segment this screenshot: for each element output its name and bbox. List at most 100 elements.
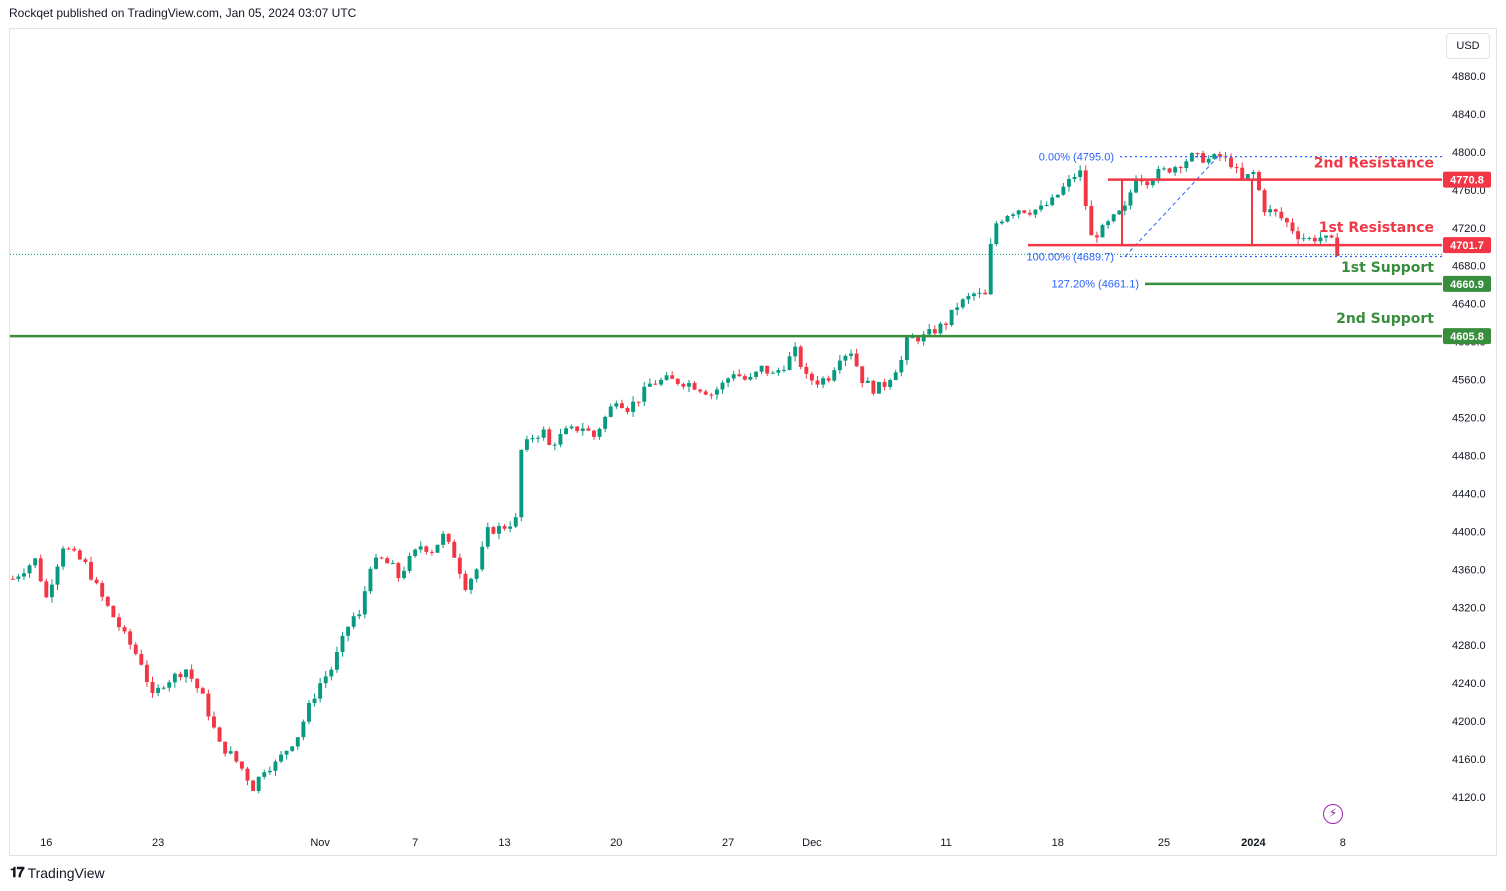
time-tick-label: 23	[152, 837, 164, 849]
candle-body	[949, 309, 954, 326]
candle-body	[787, 356, 792, 370]
time-tick-label: 18	[1052, 837, 1064, 849]
candle-body	[1201, 153, 1206, 163]
candle-body	[1033, 209, 1038, 215]
time-tick-label: 8	[1340, 837, 1346, 849]
candle-body	[1296, 231, 1301, 240]
candle-body	[1156, 168, 1161, 181]
candle-body	[1245, 174, 1250, 179]
candle-body	[675, 378, 680, 384]
candle-body	[1162, 168, 1166, 170]
candle-body	[1184, 161, 1189, 168]
candle-body	[636, 401, 641, 403]
candle-body	[726, 378, 731, 383]
candle-body	[284, 750, 289, 755]
candle-body	[904, 337, 909, 361]
candle-body	[1290, 222, 1295, 232]
candle-body	[603, 416, 608, 429]
candle-body	[821, 378, 826, 385]
candle-body	[932, 329, 937, 334]
candle-body	[323, 676, 328, 684]
price-tag-label: 4660.9	[1450, 279, 1484, 291]
candle-body	[513, 517, 518, 527]
candle-body	[765, 365, 770, 374]
candle-body	[748, 376, 753, 380]
candle-body	[536, 437, 541, 439]
time-tick-label: 13	[498, 837, 510, 849]
candle-body	[1240, 167, 1245, 179]
chart-frame[interactable]	[9, 28, 1497, 856]
candle-body	[865, 380, 870, 384]
candle-body	[307, 703, 311, 722]
candle-body	[150, 682, 155, 693]
price-tag-label: 4770.8	[1450, 175, 1484, 187]
candle-body	[49, 584, 54, 598]
candle-body	[1134, 179, 1138, 193]
candle-body	[687, 383, 691, 387]
time-tick-label: 11	[940, 837, 951, 849]
candle-body	[888, 380, 893, 387]
candle-body	[44, 581, 49, 598]
candle-body	[972, 293, 976, 297]
candle-body	[614, 403, 619, 407]
candle-body	[441, 533, 446, 545]
candle-body	[77, 550, 82, 560]
candle-body	[1329, 235, 1334, 238]
candle-body	[83, 559, 88, 562]
candle-body	[133, 644, 138, 654]
candle-body	[647, 383, 652, 387]
candle-body	[1094, 235, 1099, 238]
candle-body	[1083, 170, 1088, 207]
price-chart[interactable]: 4120.0 4160.0 4200.0 4240.0 4280.0 4320.0 4360…	[0, 0, 1506, 860]
candle-body	[1061, 186, 1066, 195]
price-tick-label: 4520.0	[1452, 413, 1486, 425]
candle-body	[228, 751, 233, 754]
candle-body	[960, 299, 965, 308]
candle-body	[374, 557, 378, 569]
tradingview-brand[interactable]: 𝟏𝟕 TradingView	[10, 864, 105, 881]
candle-body	[16, 576, 21, 579]
candle-body	[334, 651, 339, 670]
candle-body	[910, 337, 915, 339]
candle-body	[22, 573, 26, 577]
price-tick-label: 4760.0	[1452, 185, 1486, 197]
price-tick-label: 4400.0	[1452, 526, 1486, 538]
candle-body	[351, 616, 356, 627]
candle-body	[1284, 218, 1289, 223]
candle-body	[402, 570, 406, 578]
candle-body	[1262, 190, 1267, 213]
candle-body	[100, 583, 105, 597]
price-tag-label: 4701.7	[1450, 240, 1484, 252]
candle-body	[27, 565, 32, 574]
candle-body	[564, 428, 568, 435]
candle-body	[1011, 214, 1016, 217]
candle-body	[1078, 170, 1083, 177]
candle-body	[184, 669, 188, 678]
candle-body	[200, 688, 205, 694]
candle-body	[312, 698, 317, 704]
candle-body	[206, 693, 211, 717]
candle-body	[346, 626, 351, 636]
price-tag	[1443, 328, 1491, 345]
fib-level-label: 0.00% (4795.0)	[1039, 152, 1114, 164]
candle-body	[273, 761, 278, 771]
currency-button[interactable]: USD	[1446, 33, 1490, 59]
candle-body	[720, 382, 725, 390]
candle-body	[94, 579, 99, 584]
candle-body	[1150, 180, 1155, 186]
candle-body	[295, 737, 300, 747]
price-tag	[1443, 275, 1491, 292]
candle-body	[38, 558, 43, 582]
candle-body	[631, 401, 636, 412]
candle-body	[1217, 154, 1222, 157]
price-tick-label: 4480.0	[1452, 450, 1486, 462]
candle-body	[916, 337, 921, 342]
candle-body	[1050, 197, 1055, 206]
candle-body	[793, 346, 798, 357]
candle-body	[519, 449, 524, 518]
fib-level-label: 100.00% (4689.7)	[1027, 252, 1114, 264]
brand-label: TradingView	[27, 864, 105, 881]
time-tick-label: 27	[722, 837, 734, 849]
lightning-icon[interactable]: ⚡	[1323, 804, 1343, 824]
candle-body	[653, 383, 658, 385]
